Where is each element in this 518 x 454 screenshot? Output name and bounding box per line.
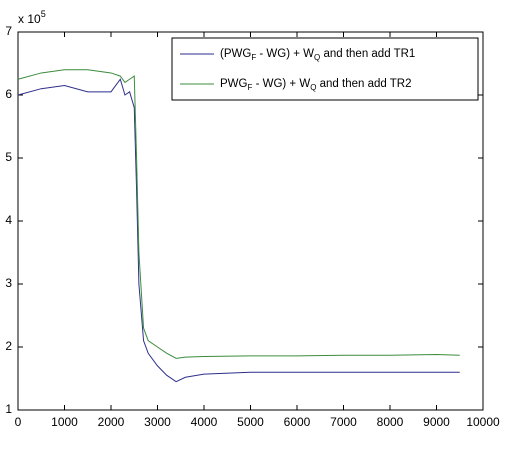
x-tick-label: 2000: [98, 415, 125, 429]
x-tick-label: 3000: [144, 415, 171, 429]
x-tick-label: 7000: [330, 415, 357, 429]
y-tick-label: 7: [5, 24, 12, 38]
line-series: [17, 69, 460, 359]
x-tick-label: 6000: [284, 415, 311, 429]
x-tick-label: 4000: [191, 415, 218, 429]
y-tick-label: 5: [5, 150, 12, 164]
x-tick-label: 10000: [466, 415, 500, 429]
multiplier-exponent: 5: [41, 9, 46, 19]
x-tick-label: 0: [15, 415, 22, 429]
y-tick-label: 3: [5, 276, 12, 290]
legend-label-part: F: [251, 53, 256, 62]
x-tick-label: 1000: [51, 415, 78, 429]
y-tick-label: 2: [5, 339, 12, 353]
multiplier-base: x 10: [18, 12, 41, 26]
legend-box: [171, 37, 479, 101]
y-tick-label: 6: [5, 87, 12, 101]
x-tick-label: 8000: [377, 415, 404, 429]
legend-label-part: Q: [310, 83, 316, 92]
x-tick-label: 9000: [423, 415, 450, 429]
legend-label-part: F: [247, 83, 252, 92]
legend-label-part: - WG) + W: [256, 48, 314, 60]
legend-label-part: - WG) + W: [252, 78, 310, 90]
axis-multiplier: x 105: [18, 9, 46, 26]
x-tick-label: 5000: [237, 415, 264, 429]
legend-label: (PWGF - WG) + WQ and then add TR1: [220, 48, 415, 62]
legend-label: PWGF - WG) + WQ and then add TR2: [220, 78, 411, 92]
legend-label-part: PWG: [220, 78, 248, 90]
y-tick-label: 4: [5, 213, 12, 227]
legend-label-part: Q: [314, 53, 320, 62]
legend-label-part: and then add TR2: [316, 78, 411, 90]
legend-label-part: and then add TR1: [320, 48, 415, 60]
line-series: [17, 78, 460, 383]
y-tick-label: 1: [5, 402, 12, 416]
legend-label-part: (PWG: [220, 48, 251, 60]
